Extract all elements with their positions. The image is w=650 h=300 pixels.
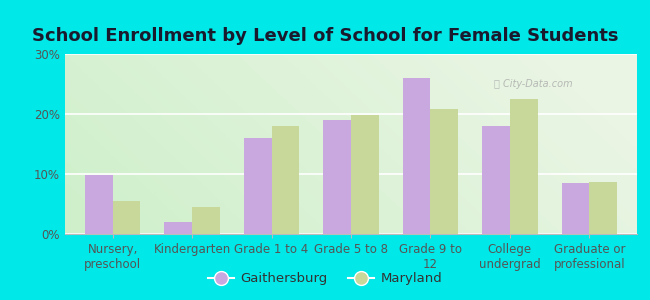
Bar — [402, 78, 430, 234]
Bar — [192, 207, 220, 234]
Bar — [562, 183, 590, 234]
Text: ⓘ City-Data.com: ⓘ City-Data.com — [494, 79, 572, 89]
Bar — [164, 222, 192, 234]
Bar — [272, 126, 300, 234]
Legend: Gaithersburg, Maryland: Gaithersburg, Maryland — [202, 267, 448, 290]
Bar — [351, 115, 379, 234]
Bar — [510, 99, 538, 234]
Bar — [323, 120, 351, 234]
Bar — [85, 175, 112, 234]
Bar — [244, 138, 272, 234]
Text: School Enrollment by Level of School for Female Students: School Enrollment by Level of School for… — [32, 27, 618, 45]
Bar — [430, 109, 458, 234]
Bar — [482, 126, 510, 234]
Bar — [590, 182, 617, 234]
Bar — [112, 201, 140, 234]
